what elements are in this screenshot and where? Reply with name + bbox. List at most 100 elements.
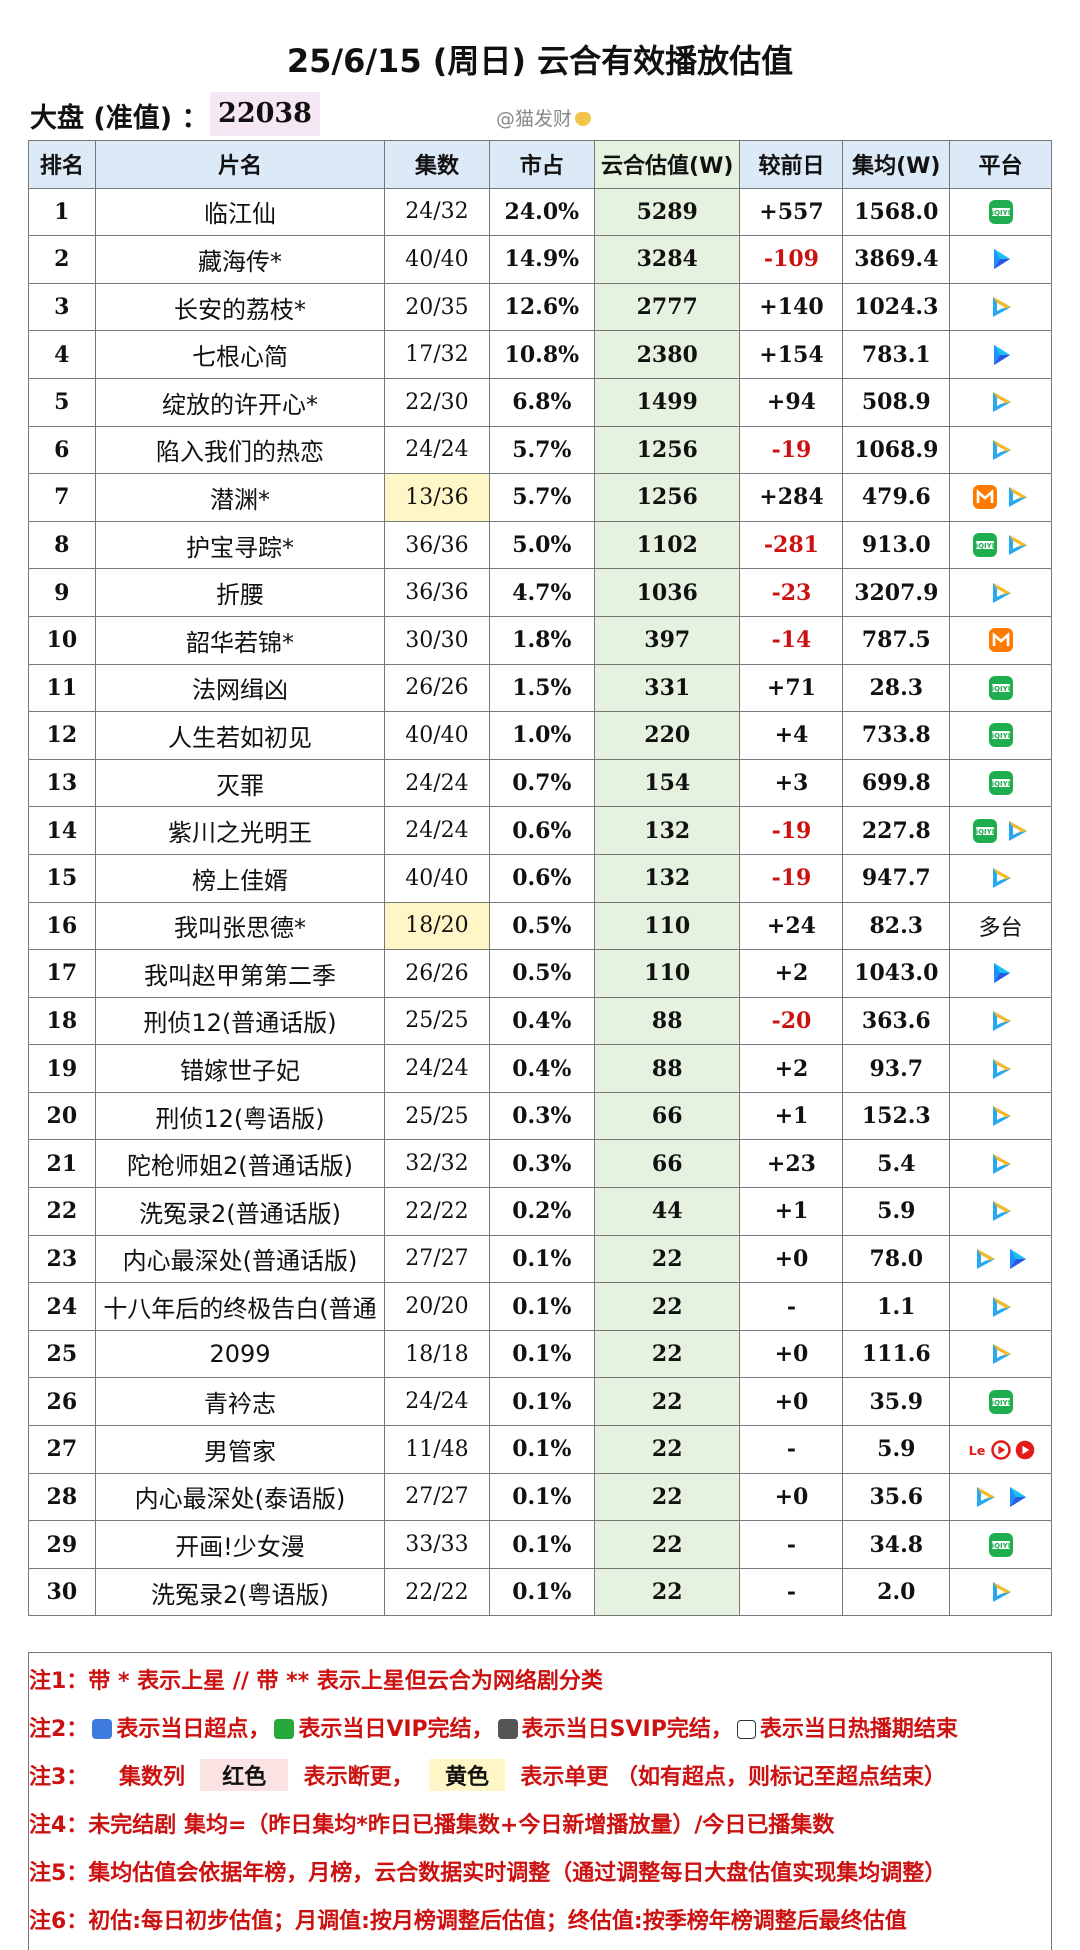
notes-section: 注1：带 * 表示上星 // 带 ** 表示上星但云合为网络剧分类 注2： 表示当… <box>28 1652 1052 1950</box>
platform-cell: iQIYI <box>949 758 1052 808</box>
avg-cell: 2.0 <box>842 1567 951 1617</box>
tencent-video-icon <box>988 1579 1014 1605</box>
end-arrow-icon <box>736 1720 756 1739</box>
table-row: 12 人生若如初见 40/40 1.0% 220 +4 733.8 iQIYI <box>28 711 1052 760</box>
watermark: @猫发财 <box>496 104 592 131</box>
change-cell: +71 <box>739 663 844 713</box>
avg-cell: 733.8 <box>842 711 951 760</box>
episodes-cell: 40/40 <box>384 853 490 903</box>
title-cell: 临江仙 <box>94 187 386 237</box>
share-cell: 0.3% <box>488 1139 596 1189</box>
share-cell: 0.1% <box>488 1377 596 1427</box>
share-cell: 10.8% <box>488 330 596 379</box>
avg-cell: 82.3 <box>842 901 951 951</box>
estimate-cell: 22 <box>594 1234 741 1284</box>
table-row: 5 绽放的许开心* 22/30 6.8% 1499 +94 508.9 <box>28 377 1052 427</box>
avg-cell: 28.3 <box>842 663 951 713</box>
note-2-key: 注2： <box>29 1717 89 1742</box>
note-3-b: 表示断更， <box>303 1765 414 1790</box>
avg-cell: 913.0 <box>842 520 951 570</box>
avg-cell: 34.8 <box>842 1520 951 1569</box>
tencent-video-icon <box>988 1198 1014 1224</box>
dapan-row: 大盘 (准值) ： 22038 @猫发财 <box>30 92 1050 138</box>
rank-cell: 13 <box>28 758 96 808</box>
rank-cell: 18 <box>28 996 96 1046</box>
header-platform: 平台 <box>949 140 1052 189</box>
share-cell: 0.1% <box>488 1425 596 1474</box>
avg-cell: 3207.9 <box>842 568 951 617</box>
title-cell: 长安的荔枝* <box>94 282 386 332</box>
header-name: 片名 <box>94 140 386 189</box>
iqiyi-icon: iQIYI <box>988 1389 1014 1415</box>
platform-cell: 多台 <box>949 901 1052 951</box>
episodes-cell: 26/26 <box>384 949 490 998</box>
page-title: 25/6/15 (周日) 云合有效播放估值 <box>286 42 794 80</box>
title-cell: 陀枪师姐2(普通话版) <box>94 1139 386 1189</box>
grey-check-icon <box>497 1719 518 1739</box>
avg-cell: 363.6 <box>842 996 951 1046</box>
rank-cell: 21 <box>28 1139 96 1189</box>
platform-cell: iQIYI <box>949 1520 1052 1569</box>
title-cell: 法网缉凶 <box>94 663 386 713</box>
cat-emoji-icon <box>575 112 592 126</box>
episodes-cell: 40/40 <box>384 235 490 284</box>
platform-cell: iQIYI <box>949 663 1052 713</box>
share-cell: 1.8% <box>488 615 596 665</box>
rank-cell: 25 <box>28 1329 96 1379</box>
rank-cell: 6 <box>28 425 96 475</box>
avg-cell: 947.7 <box>842 853 951 903</box>
table-row: 23 内心最深处(普通话版) 27/27 0.1% 22 +0 78.0 <box>28 1234 1052 1284</box>
change-cell: +3 <box>739 758 844 808</box>
header-rank: 排名 <box>28 140 96 189</box>
share-cell: 0.1% <box>488 1329 596 1379</box>
share-cell: 0.4% <box>488 996 596 1046</box>
avg-cell: 111.6 <box>842 1329 951 1379</box>
svg-text:iQIYI: iQIYI <box>975 542 994 550</box>
title-cell: 内心最深处(泰语版) <box>94 1472 386 1522</box>
tencent-video-icon <box>988 865 1014 891</box>
episodes-cell: 18/20 <box>384 901 490 951</box>
platform-cell <box>949 615 1052 665</box>
rank-cell: 5 <box>28 377 96 427</box>
table-row: 4 七根心简 17/32 10.8% 2380 +154 783.1 <box>28 330 1052 379</box>
change-cell: +0 <box>739 1234 844 1284</box>
platform-cell <box>949 377 1052 427</box>
change-cell: +1 <box>739 1091 844 1141</box>
title-cell: 藏海传* <box>94 235 386 284</box>
rank-cell: 2 <box>28 235 96 284</box>
table-row: 18 刑侦12(普通话版) 25/25 0.4% 88 -20 363.6 <box>28 996 1052 1046</box>
share-cell: 0.4% <box>488 1044 596 1093</box>
platform-cell: Le <box>949 1425 1052 1474</box>
fast-forward-icon <box>92 1719 113 1739</box>
table-row: 26 青衿志 24/24 0.1% 22 +0 35.9 iQIYI <box>28 1377 1052 1427</box>
iqiyi-icon: iQIYI <box>988 675 1014 701</box>
change-cell: +2 <box>739 949 844 998</box>
episodes-cell: 33/33 <box>384 1520 490 1569</box>
rank-cell: 28 <box>28 1472 96 1522</box>
avg-cell: 78.0 <box>842 1234 951 1284</box>
platform-cell: iQIYI <box>949 711 1052 760</box>
title-cell: 折腰 <box>94 568 386 617</box>
platform-cell <box>949 1187 1052 1236</box>
note-3-a: 集数列 <box>118 1765 185 1790</box>
change-cell: +284 <box>739 473 844 522</box>
watermark-text: @猫发财 <box>496 108 573 130</box>
dapan-value: 22038 <box>210 92 320 136</box>
episodes-cell: 20/35 <box>384 282 490 332</box>
change-cell: +557 <box>739 187 844 237</box>
change-cell: -109 <box>739 235 844 284</box>
red-play-icon <box>1014 1439 1036 1461</box>
episodes-cell: 24/24 <box>384 1044 490 1093</box>
change-cell: - <box>739 1567 844 1617</box>
platform-cell <box>949 1282 1052 1331</box>
title-cell: 紫川之光明王 <box>94 806 386 855</box>
youku-icon <box>988 246 1014 272</box>
episodes-cell: 27/27 <box>384 1472 490 1522</box>
title-cell: 人生若如初见 <box>94 711 386 760</box>
change-cell: +24 <box>739 901 844 951</box>
share-cell: 6.8% <box>488 377 596 427</box>
title-cell: 我叫赵甲第第二季 <box>94 949 386 998</box>
tencent-video-icon <box>988 1056 1014 1082</box>
share-cell: 0.1% <box>488 1520 596 1569</box>
